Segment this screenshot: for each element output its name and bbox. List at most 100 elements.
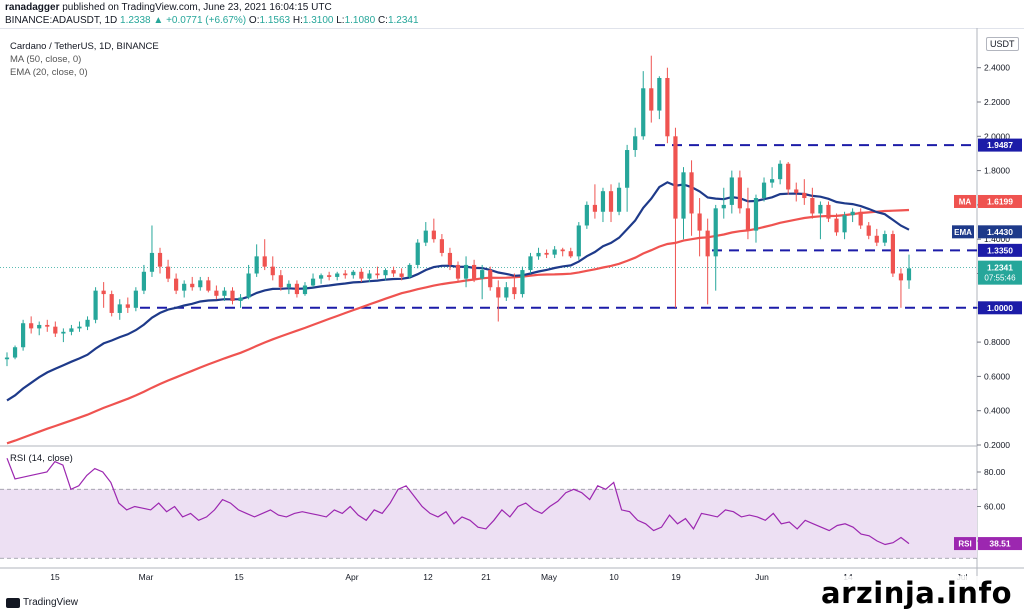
candle-body xyxy=(568,251,573,257)
candle-body xyxy=(544,252,549,255)
candle xyxy=(858,208,863,229)
candle-body xyxy=(649,88,654,111)
date-tick-label: May xyxy=(541,572,558,582)
chart-frame[interactable] xyxy=(0,28,1024,596)
candle xyxy=(415,239,420,269)
candle-body xyxy=(802,192,807,199)
candle xyxy=(625,144,630,212)
candle xyxy=(463,256,469,288)
candle xyxy=(512,273,517,300)
candle xyxy=(149,225,155,277)
candle xyxy=(262,239,267,271)
candle-body xyxy=(262,256,267,267)
candle-body xyxy=(866,225,871,236)
support-badge-text: 1.3350 xyxy=(987,245,1013,255)
candle-body xyxy=(327,275,332,277)
candle xyxy=(633,127,638,157)
candle xyxy=(53,321,58,337)
resistance-badge-text: 1.9487 xyxy=(987,140,1013,150)
candle xyxy=(367,270,372,283)
rsi-legend[interactable]: RSI (14, close) xyxy=(10,453,73,464)
rsi-tick-label: 60.00 xyxy=(984,502,1006,512)
open-value: 1.1563 xyxy=(259,15,291,26)
candle-body xyxy=(496,287,501,298)
candle xyxy=(109,290,114,317)
candle xyxy=(729,170,734,214)
candle-body xyxy=(874,235,879,243)
candle xyxy=(761,177,767,202)
ema-20-line xyxy=(6,181,910,402)
candle xyxy=(61,328,66,343)
candle-body xyxy=(174,278,179,291)
candle xyxy=(592,184,598,219)
candle xyxy=(713,204,718,291)
support-badge-bg xyxy=(978,243,1022,257)
high-label: H: xyxy=(292,15,303,26)
symbol-title[interactable]: Cardano / TetherUS, 1D, BINANCE xyxy=(10,41,159,52)
candle-body xyxy=(439,239,444,253)
candle-body xyxy=(318,275,324,279)
candle xyxy=(294,280,300,298)
candle-body xyxy=(270,266,275,276)
candle xyxy=(447,247,453,271)
date-tick-label: 19 xyxy=(671,572,681,582)
candle xyxy=(778,160,783,185)
rsi-tag-text: RSI xyxy=(958,540,971,549)
publisher-name[interactable]: ranadagger xyxy=(5,2,60,13)
candle-body xyxy=(61,331,66,334)
candle xyxy=(600,187,606,223)
candle-body xyxy=(133,290,138,308)
candle xyxy=(101,282,106,308)
key-support-badge-text: 1.0000 xyxy=(987,303,1013,313)
candle xyxy=(842,211,847,240)
candle-body xyxy=(383,270,388,276)
candle-body xyxy=(351,271,356,276)
candle-body xyxy=(850,211,855,216)
candle xyxy=(810,187,815,219)
price-tick-label: 2.0000 xyxy=(984,131,1010,141)
candle xyxy=(697,198,702,257)
candle xyxy=(689,160,694,236)
candle-body xyxy=(157,252,163,267)
candle-body xyxy=(77,326,82,329)
candle xyxy=(890,230,895,277)
candle-body xyxy=(415,242,420,265)
candle-body xyxy=(753,198,759,231)
candle-body xyxy=(463,264,469,279)
candle xyxy=(488,266,493,291)
candle xyxy=(721,187,726,219)
candle-body xyxy=(206,280,211,291)
tradingview-logo[interactable]: TradingView xyxy=(6,597,78,608)
candle-body xyxy=(367,273,372,279)
rsi-band xyxy=(0,489,977,559)
candle xyxy=(206,276,211,293)
candle-body xyxy=(826,204,831,219)
candle-body xyxy=(447,252,453,265)
candle-body xyxy=(294,283,300,295)
candle-body xyxy=(810,198,815,214)
candle-body xyxy=(600,191,606,212)
candle-body xyxy=(657,77,662,111)
candle-body xyxy=(480,270,485,279)
candle-body xyxy=(818,204,823,214)
candle xyxy=(190,276,195,291)
candle xyxy=(608,184,614,223)
ma-legend[interactable]: MA (50, close, 0) xyxy=(10,54,82,65)
candle xyxy=(769,167,775,188)
candle xyxy=(826,201,831,223)
candle-body xyxy=(21,323,26,348)
candle xyxy=(616,182,622,216)
candle-body xyxy=(633,136,638,151)
candle-body xyxy=(858,211,863,226)
candle-body xyxy=(576,225,581,257)
candle xyxy=(576,222,581,260)
candle-body xyxy=(29,323,34,329)
candle xyxy=(77,321,82,332)
candle-body xyxy=(906,268,912,281)
ema-legend[interactable]: EMA (20, close, 0) xyxy=(10,67,88,78)
currency-button[interactable]: USDT xyxy=(986,37,1019,51)
candle-body xyxy=(584,204,589,226)
last-price-badge-bg xyxy=(978,260,1022,285)
candle xyxy=(665,67,670,144)
